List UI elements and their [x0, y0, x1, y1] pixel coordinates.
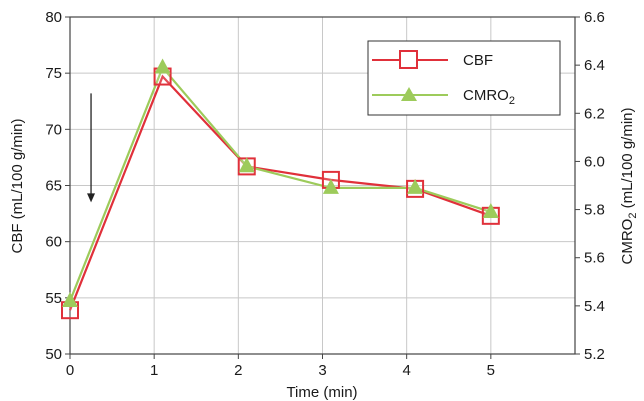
y2-tick-label: 6.4 [584, 57, 605, 74]
y-tick-label: 80 [45, 9, 62, 26]
cmro2-point [322, 178, 339, 194]
x-tick-label: 0 [66, 362, 74, 379]
x-axis-label: Time (min) [286, 384, 357, 401]
y2-tick-label: 6.6 [584, 9, 605, 26]
y2-tick-label: 5.2 [584, 346, 605, 363]
legend-cmro2-label: CMRO2 [463, 87, 515, 107]
arrow-head [87, 193, 96, 203]
cmro2-point [482, 202, 499, 218]
x-tick-label: 2 [234, 362, 242, 379]
legend: CBF CMRO2 [367, 40, 561, 116]
y2-tick-label: 5.4 [584, 298, 605, 315]
y-axis-label: CBF (mL/100 g/min) [9, 118, 26, 253]
y-tick-label: 60 [45, 234, 62, 251]
x-tick-label: 1 [150, 362, 158, 379]
y2-axis-label: CMRO2 (mL/100 g/min) [619, 108, 639, 265]
legend-cmro2-marker [401, 87, 417, 101]
cmro2-point [238, 157, 255, 173]
cmro2-point [407, 178, 424, 194]
cmro2-point [154, 58, 171, 74]
series-layer [61, 58, 500, 320]
cmro2-point [62, 292, 78, 308]
y2-tick-label: 6.0 [584, 153, 605, 170]
y-tick-label: 75 [45, 65, 62, 82]
x-tick-label: 5 [487, 362, 495, 379]
x-tick-label: 3 [318, 362, 326, 379]
cmro2-line [68, 65, 492, 302]
legend-cbf-marker [399, 50, 418, 69]
y-tick-label: 70 [45, 121, 62, 138]
down-arrow-annotation [87, 93, 96, 203]
y-tick-label: 50 [45, 346, 62, 363]
y-tick-label: 65 [45, 178, 62, 195]
y-axis-ticks: 50 55 60 65 70 75 80 [45, 9, 70, 363]
cbf-line [68, 74, 492, 311]
y2-axis-ticks: 5.2 5.4 5.6 5.8 6.0 6.2 6.4 6.6 [575, 9, 605, 363]
legend-cbf-label: CBF [463, 52, 493, 69]
x-axis-ticks: 0 1 2 3 4 5 [66, 354, 495, 379]
y2-tick-label: 5.6 [584, 250, 605, 267]
y2-tick-label: 6.2 [584, 105, 605, 122]
y-tick-label: 55 [45, 290, 62, 307]
x-tick-label: 4 [402, 362, 410, 379]
y2-tick-label: 5.8 [584, 202, 605, 219]
